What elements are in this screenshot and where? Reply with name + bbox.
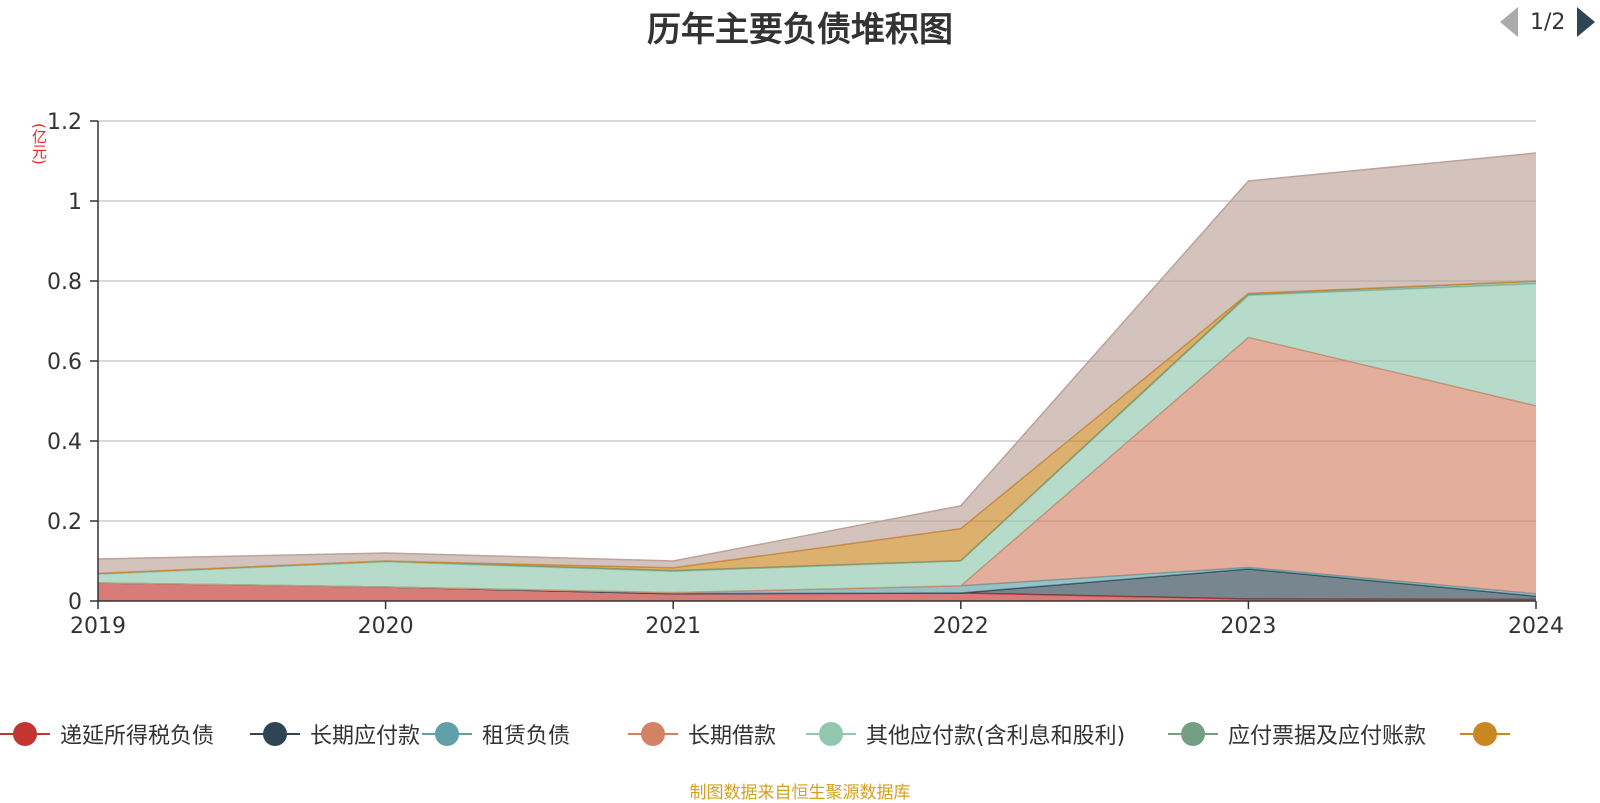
legend: 递延所得税负债 长期应付款 租赁负债 长期借款 其他应付款(含利息和股利) 应付票据及应付… [0, 712, 1600, 756]
legend-item-3[interactable]: 长期借款 [628, 712, 776, 756]
area-series-line-7 [97, 152, 1537, 562]
legend-label: 长期应付款 [310, 724, 421, 749]
legend-label: 长期借款 [688, 724, 777, 749]
area-series-6 [98, 281, 1536, 574]
source-note: 制图数据来自恒生聚源数据库 [689, 783, 911, 803]
x-tick-label: 2022 [933, 614, 989, 639]
legend-label: 租赁负债 [482, 724, 571, 749]
legend-next-page-button[interactable] [1577, 7, 1596, 37]
area-series-0 [98, 583, 1536, 601]
y-tick-label: 0.4 [47, 430, 82, 455]
legend-item-2[interactable]: 租赁负债 [422, 712, 570, 756]
legend-marker-icon [422, 719, 472, 749]
legend-marker-icon [0, 719, 50, 749]
x-tick-label: 2020 [358, 614, 414, 639]
y-axis-unit: (亿元) [30, 123, 48, 165]
x-tick-label: 2023 [1220, 614, 1276, 639]
legend-page-indicator: 1/2 [1530, 9, 1566, 35]
area-series-4 [98, 283, 1536, 593]
area-series-1 [98, 569, 1536, 600]
legend-marker-icon [1168, 719, 1218, 749]
legend-marker-icon [806, 719, 856, 749]
y-tick-label: 0.2 [47, 510, 82, 535]
legend-label: 其他应付款(含利息和股利) [866, 724, 1126, 749]
chart-plot: 0 0.2 0.4 0.6 0.8 1 1.2 2019 2020 2021 2022 2023 202… [47, 110, 1564, 639]
legend-item-4[interactable]: 其他应付款(含利息和股利) [806, 712, 1125, 756]
legend-prev-page-button[interactable] [1500, 7, 1518, 37]
legend-label: 应付票据及应付账款 [1228, 724, 1427, 749]
legend-item-0[interactable]: 递延所得税负债 [0, 712, 214, 756]
legend-item-5[interactable]: 应付票据及应付账款 [1168, 712, 1426, 756]
x-tick-label: 2019 [70, 614, 126, 639]
area-series-7 [98, 153, 1536, 574]
y-tick-label: 0 [68, 590, 82, 615]
stacked-areas [97, 152, 1537, 601]
y-tick-label: 0.8 [47, 270, 82, 295]
legend-marker-icon [250, 719, 300, 749]
x-tick-label: 2021 [645, 614, 701, 639]
chart-title: 历年主要负债堆积图 [647, 10, 953, 50]
area-series-2 [98, 567, 1536, 597]
y-tick-label: 0.6 [47, 350, 82, 375]
legend-label: 递延所得税负债 [60, 724, 215, 749]
x-tick-label: 2024 [1508, 614, 1564, 639]
axes: 0 0.2 0.4 0.6 0.8 1 1.2 2019 2020 2021 2022 2023 202… [47, 110, 1564, 639]
y-tick-label: 1.2 [47, 110, 82, 135]
legend-item-6[interactable] [1460, 712, 1520, 756]
legend-marker-icon [1460, 719, 1510, 749]
legend-item-1[interactable]: 长期应付款 [250, 712, 420, 756]
legend-pager: 1/2 [1500, 0, 1596, 44]
area-series-3 [98, 337, 1536, 594]
y-tick-label: 1 [68, 190, 82, 215]
legend-marker-icon [628, 719, 678, 749]
